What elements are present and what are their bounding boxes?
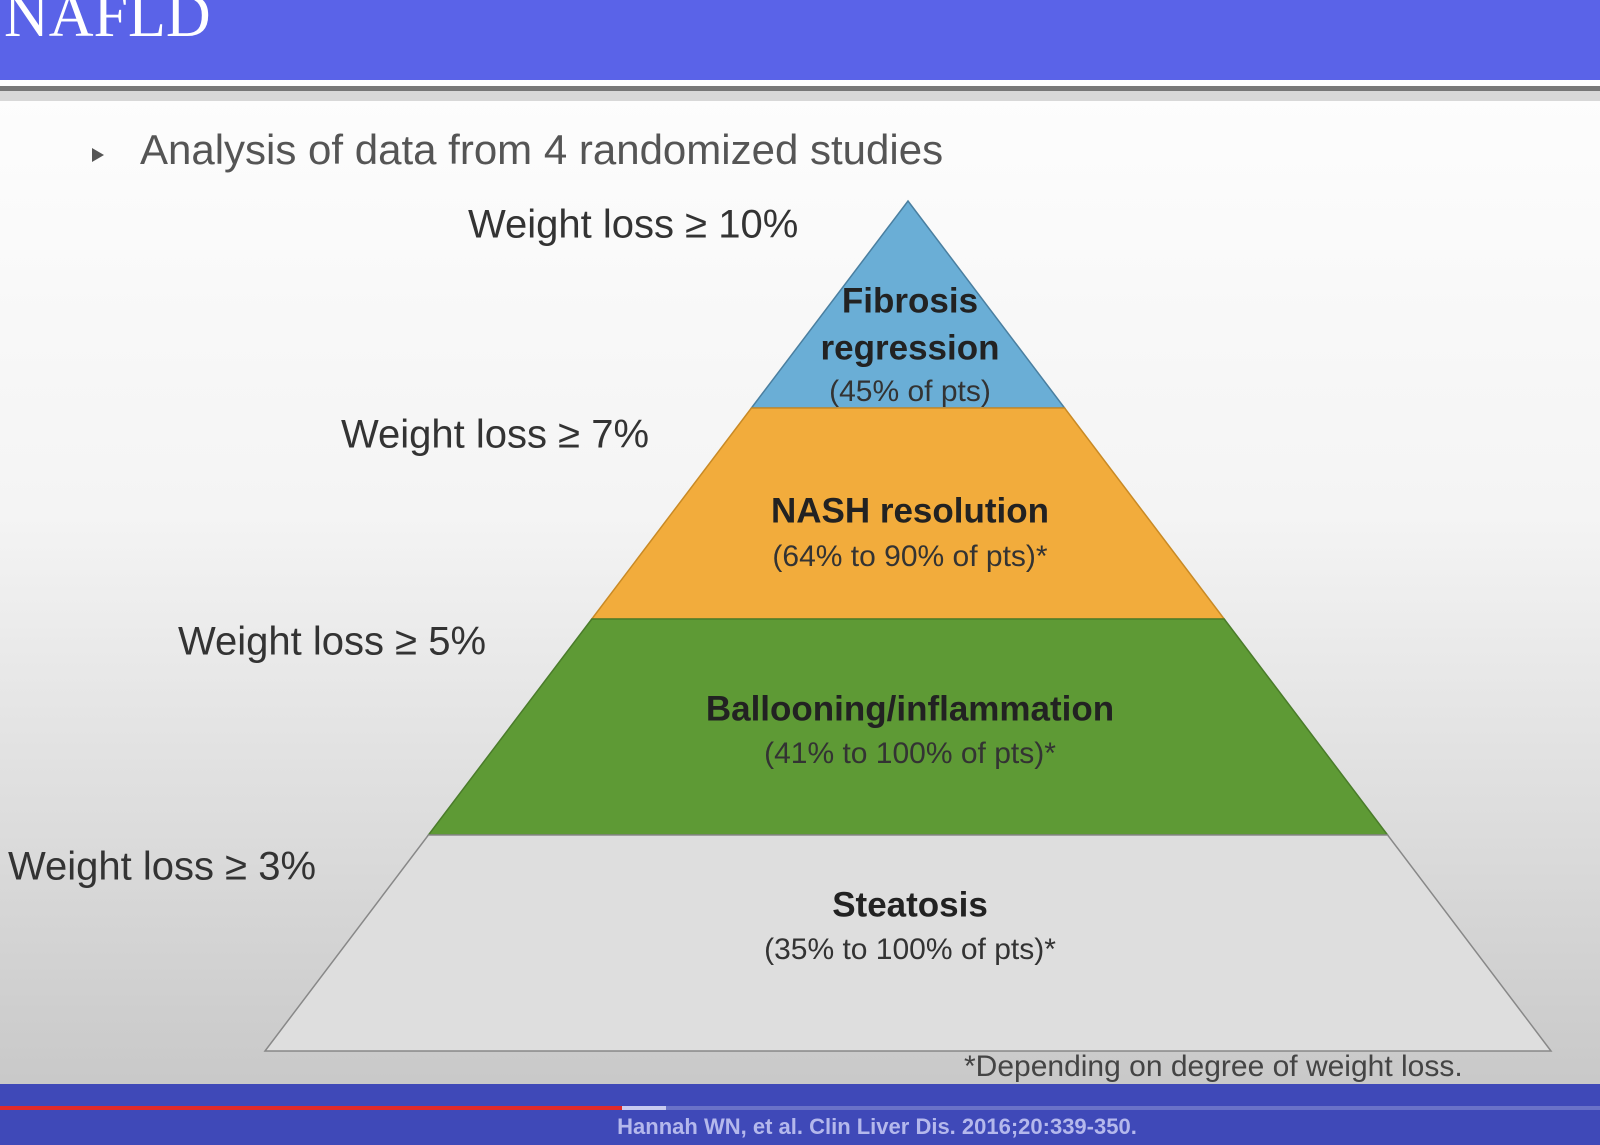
tier-title: NASH resolution bbox=[771, 491, 1049, 530]
progress-played bbox=[0, 1106, 622, 1110]
citation: Hannah WN, et al. Clin Liver Dis. 2016;2… bbox=[617, 1114, 1137, 1139]
tier-title: Fibrosis bbox=[842, 281, 978, 320]
footnote: *Depending on degree of weight loss. bbox=[964, 1050, 1463, 1083]
threshold-label: Weight loss ≥ 3% bbox=[8, 845, 316, 889]
tier-detail: (45% of pts) bbox=[829, 375, 991, 408]
pyramid-tier bbox=[263, 834, 1553, 1052]
tier-detail: (41% to 100% of pts)* bbox=[764, 737, 1056, 770]
bullet-marker bbox=[92, 148, 104, 162]
bullet-text: Analysis of data from 4 randomized studi… bbox=[140, 126, 943, 173]
progress-buffered bbox=[622, 1106, 666, 1110]
header-rule bbox=[0, 86, 1600, 91]
tier-detail: (35% to 100% of pts)* bbox=[764, 933, 1056, 966]
threshold-label: Weight loss ≥ 10% bbox=[468, 203, 798, 247]
tier-title: Steatosis bbox=[832, 885, 988, 924]
tier-detail: (64% to 90% of pts)* bbox=[772, 540, 1047, 573]
bottom-bar bbox=[0, 1084, 1600, 1145]
header-title: NAFLD bbox=[4, 0, 211, 50]
pyramid: Weight loss ≥ 10% Fibrosis regression (45% … bbox=[8, 199, 1553, 1052]
header-rule-shadow bbox=[0, 91, 1600, 101]
tier-title: Ballooning/inflammation bbox=[706, 689, 1114, 728]
threshold-label: Weight loss ≥ 7% bbox=[341, 413, 649, 457]
progress-track bbox=[0, 1106, 1600, 1110]
header-bar bbox=[0, 0, 1600, 80]
tier-title: regression bbox=[821, 328, 1000, 367]
threshold-label: Weight loss ≥ 5% bbox=[178, 620, 486, 664]
